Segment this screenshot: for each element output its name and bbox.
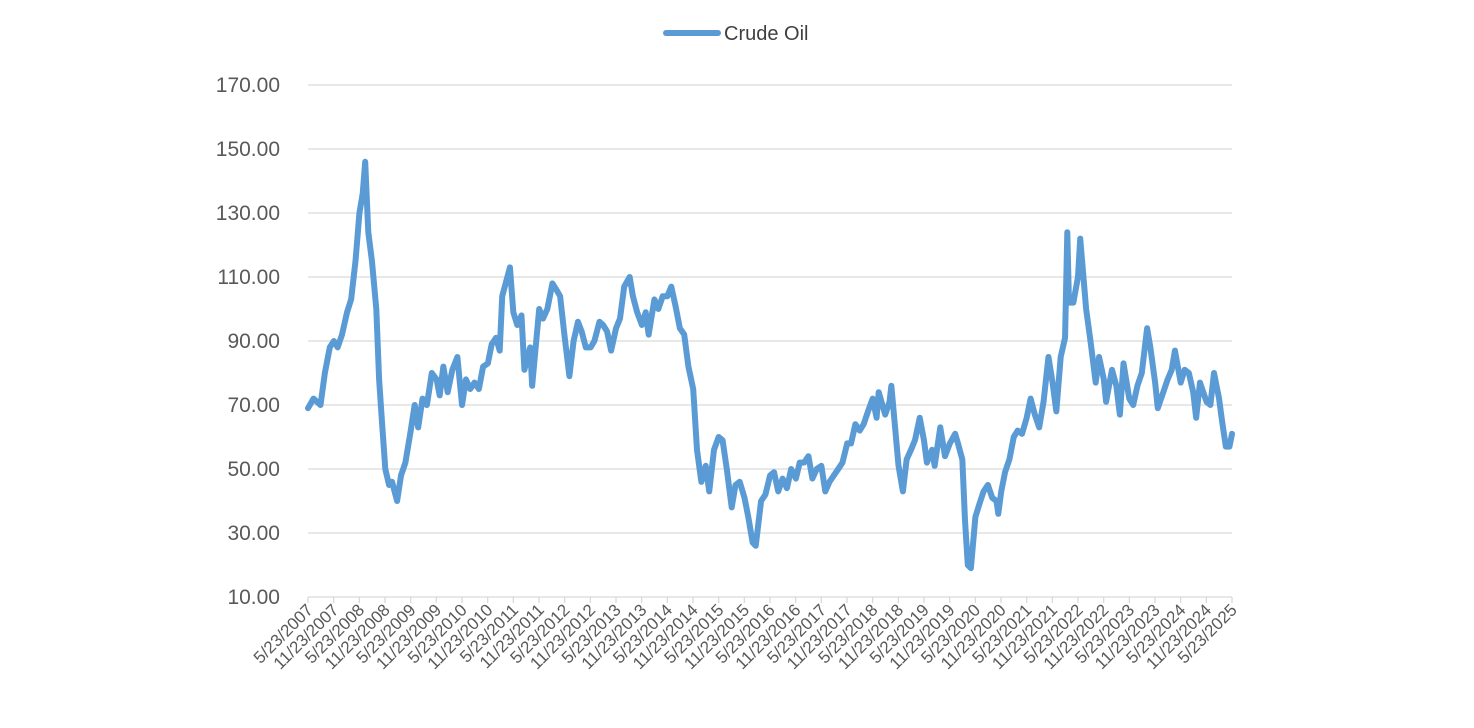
series-line-crude-oil (305, 158, 1235, 572)
y-tick-label: 130.00 (216, 202, 280, 225)
x-axis: 5/23/200711/23/20075/23/200811/23/20085/… (250, 596, 1241, 673)
gridlines (308, 84, 1232, 534)
y-axis: 10.00 30.00 50.00 70.00 90.00 110.00 130.00 150… (216, 74, 280, 609)
y-tick-label: 50.00 (227, 458, 280, 481)
y-tick-label: 110.00 (217, 266, 280, 289)
y-tick-label: 170.00 (216, 74, 280, 97)
y-tick-label: 10.00 (227, 586, 280, 609)
y-tick-label: 150.00 (216, 138, 280, 161)
y-tick-label: 90.00 (227, 330, 280, 353)
legend: Crude Oil (663, 23, 808, 45)
series-layer (305, 158, 1235, 572)
y-tick-label: 70.00 (227, 394, 280, 417)
legend-label: Crude Oil (724, 23, 808, 45)
y-tick-label: 30.00 (227, 522, 280, 545)
